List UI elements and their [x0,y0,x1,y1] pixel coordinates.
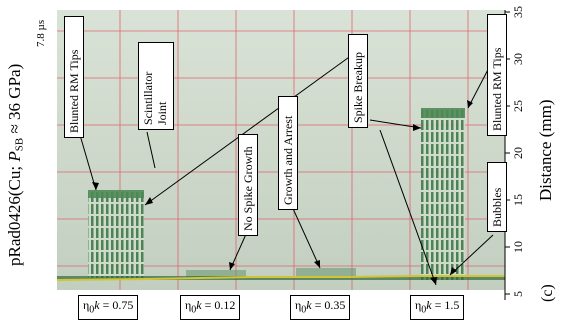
base-interface-line [56,275,505,281]
annotation-no-spike: No Spike Growth [238,134,258,236]
eta-label-4: η0k = 1.5 [410,295,465,321]
annotation-spike-breakup: Spike Breakup [348,34,368,128]
right-axis-label: Distance (mm) [536,99,555,201]
left-label-var: P [5,151,24,162]
tick-15: 15 [511,194,525,206]
annotation-arrows [79,54,494,286]
annotation-growth-arrest: Growth and Arrest [278,96,298,210]
left-label-sub: SB [13,137,26,152]
annotation-arrowheads [92,100,473,285]
annotation-bubbles: Bubbles [487,162,507,232]
base-interface [57,276,505,280]
eta-label-3: η0k = 0.35 [290,295,351,321]
left-label-prefix: pRad0426(Cu; [5,161,24,267]
annotation-blunted-right: Blunted RM Tips [487,14,507,136]
annotation-blunted-left: Blunted RM Tips [64,16,84,138]
spike-array-left [88,190,144,278]
annotation-scintillator-text: Scintillator Joint [141,71,169,125]
left-axis-label: pRad0426(Cu; PSB ≈ 36 GPa) [4,20,30,310]
tick-5: 5 [511,291,525,297]
left-label-suffix: ≈ 36 GPa) [5,63,24,138]
tick-10: 10 [511,241,525,253]
eta-label-1: η0k = 0.75 [78,295,139,321]
eta-label-2: η0k = 0.12 [180,295,241,321]
perturbation-middle-left [186,270,246,278]
spike-tips-right [421,108,465,118]
perturbation-middle-right [296,268,356,278]
tick-25: 25 [511,100,525,112]
tick-30: 30 [511,53,525,65]
tick-35: 35 [511,6,525,18]
tick-20: 20 [511,147,525,159]
spike-array-right [421,110,465,280]
time-label: 7.8 µs [35,19,47,47]
panel-tag: (c) [539,284,556,302]
spike-tips-left [88,190,144,198]
annotation-scintillator: Scintillator Joint [138,42,174,130]
